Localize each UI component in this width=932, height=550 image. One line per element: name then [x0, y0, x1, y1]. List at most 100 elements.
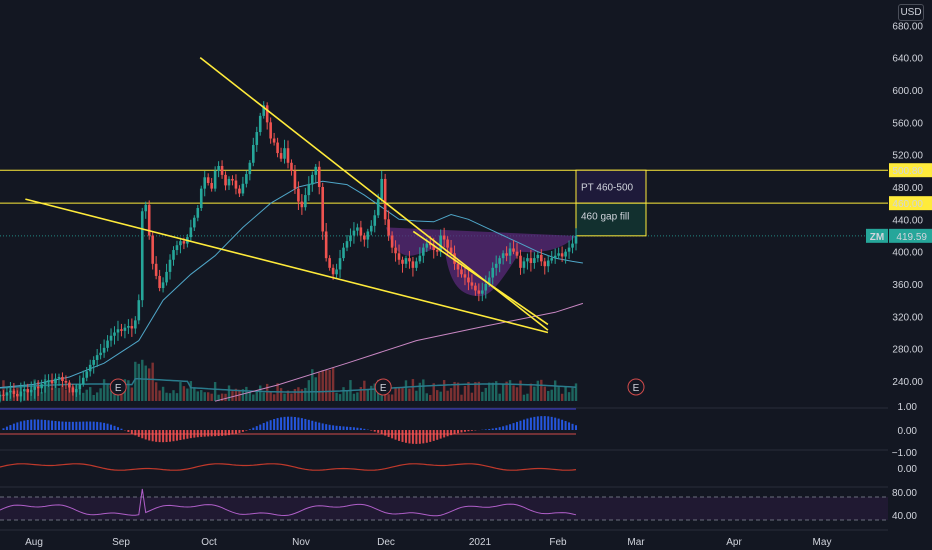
macd-bar: [352, 427, 355, 430]
macd-bar: [460, 430, 463, 433]
macd-bar: [259, 424, 262, 430]
volume-bar: [429, 394, 432, 401]
candle: [262, 105, 266, 116]
candle: [29, 389, 33, 393]
candle: [328, 258, 331, 268]
candle: [543, 261, 547, 267]
candle: [33, 386, 36, 390]
candle: [165, 271, 168, 283]
macd-bar: [529, 417, 532, 430]
volume-ma-line: [0, 377, 577, 393]
candle: [189, 227, 193, 238]
volume-bar: [397, 387, 401, 401]
candle: [408, 258, 411, 262]
candle: [498, 258, 501, 264]
macd-bar: [335, 425, 338, 430]
oscillator-line: [0, 463, 577, 471]
macd-bar: [276, 418, 279, 430]
volume-bar: [148, 368, 151, 401]
volume-bar: [526, 393, 529, 401]
macd-bar: [120, 428, 123, 430]
volume-bar: [200, 390, 203, 401]
candle: [439, 235, 442, 252]
macd-bar: [203, 430, 206, 437]
gap-box: [575, 202, 647, 237]
volume-bar: [359, 387, 363, 401]
macd-bar: [318, 422, 321, 430]
macd-bar: [377, 430, 380, 433]
volume-bar: [134, 361, 137, 401]
volume-bar: [567, 392, 571, 401]
macd-bar: [311, 420, 314, 430]
macd-bar: [453, 430, 456, 435]
volume-bar: [557, 386, 560, 401]
macd-bar: [470, 430, 473, 431]
volume-bar: [574, 383, 578, 401]
candle: [75, 389, 78, 393]
candle: [106, 340, 109, 348]
candle: [529, 258, 533, 263]
price-tick-label: 400.00: [892, 248, 923, 259]
volume-bar: [418, 382, 422, 401]
macd-bar: [78, 421, 81, 430]
macd-bar: [127, 430, 130, 432]
macd-bar: [155, 430, 158, 442]
volume-bar: [85, 389, 88, 401]
candle: [193, 217, 196, 228]
candle: [179, 241, 182, 246]
volume-bar: [564, 386, 567, 401]
volume-bar: [342, 387, 345, 401]
volume-bar: [488, 382, 491, 401]
time-tick-label: 2021: [469, 537, 492, 548]
volume-bar: [460, 394, 463, 401]
time-tick-label: Nov: [292, 537, 310, 548]
candle: [553, 255, 557, 259]
volume-bar: [318, 372, 321, 401]
macd-bar: [436, 430, 439, 440]
candle: [217, 165, 220, 171]
level-tag: [889, 163, 932, 178]
candle: [564, 251, 567, 257]
long-moving-average: [214, 302, 584, 402]
macd-bar: [321, 423, 324, 430]
oscillator-tick-label: 0.00: [898, 464, 918, 475]
volume-bar: [82, 392, 85, 401]
macd-bar: [262, 423, 265, 430]
volume-bar: [241, 389, 245, 401]
macd-bar: [432, 430, 435, 441]
volume-bar: [321, 370, 324, 401]
candle: [71, 387, 75, 393]
macd-bar: [231, 430, 234, 435]
volume-bar: [154, 382, 158, 401]
macd-bar: [116, 427, 119, 430]
volume-bar: [217, 394, 220, 401]
macd-bar: [446, 430, 449, 437]
volume-bar: [446, 390, 449, 401]
volume-bar: [373, 383, 376, 401]
earnings-marker: [374, 378, 392, 396]
candle: [286, 148, 290, 163]
volume-bar: [505, 381, 508, 401]
volume-bar: [547, 390, 550, 401]
symbol-tag: [866, 228, 888, 243]
macd-bar: [418, 430, 421, 444]
currency-button[interactable]: USD: [898, 4, 924, 21]
macd-bar: [533, 416, 536, 430]
macd-bar: [391, 430, 394, 439]
macd-bar: [356, 427, 359, 430]
macd-bar: [71, 421, 74, 430]
volume-bar: [95, 392, 99, 401]
volume-bar: [363, 380, 366, 401]
volume-bar: [335, 392, 338, 401]
volume-bar: [210, 393, 213, 401]
candle: [0, 394, 2, 397]
volume-bar: [338, 394, 342, 401]
price-tick-label: 640.00: [892, 54, 923, 65]
candle: [95, 355, 99, 360]
macd-bar: [16, 422, 19, 430]
macd-bar: [484, 429, 487, 430]
candle: [26, 389, 30, 393]
volume-bar: [259, 385, 262, 401]
candle: [522, 261, 526, 268]
